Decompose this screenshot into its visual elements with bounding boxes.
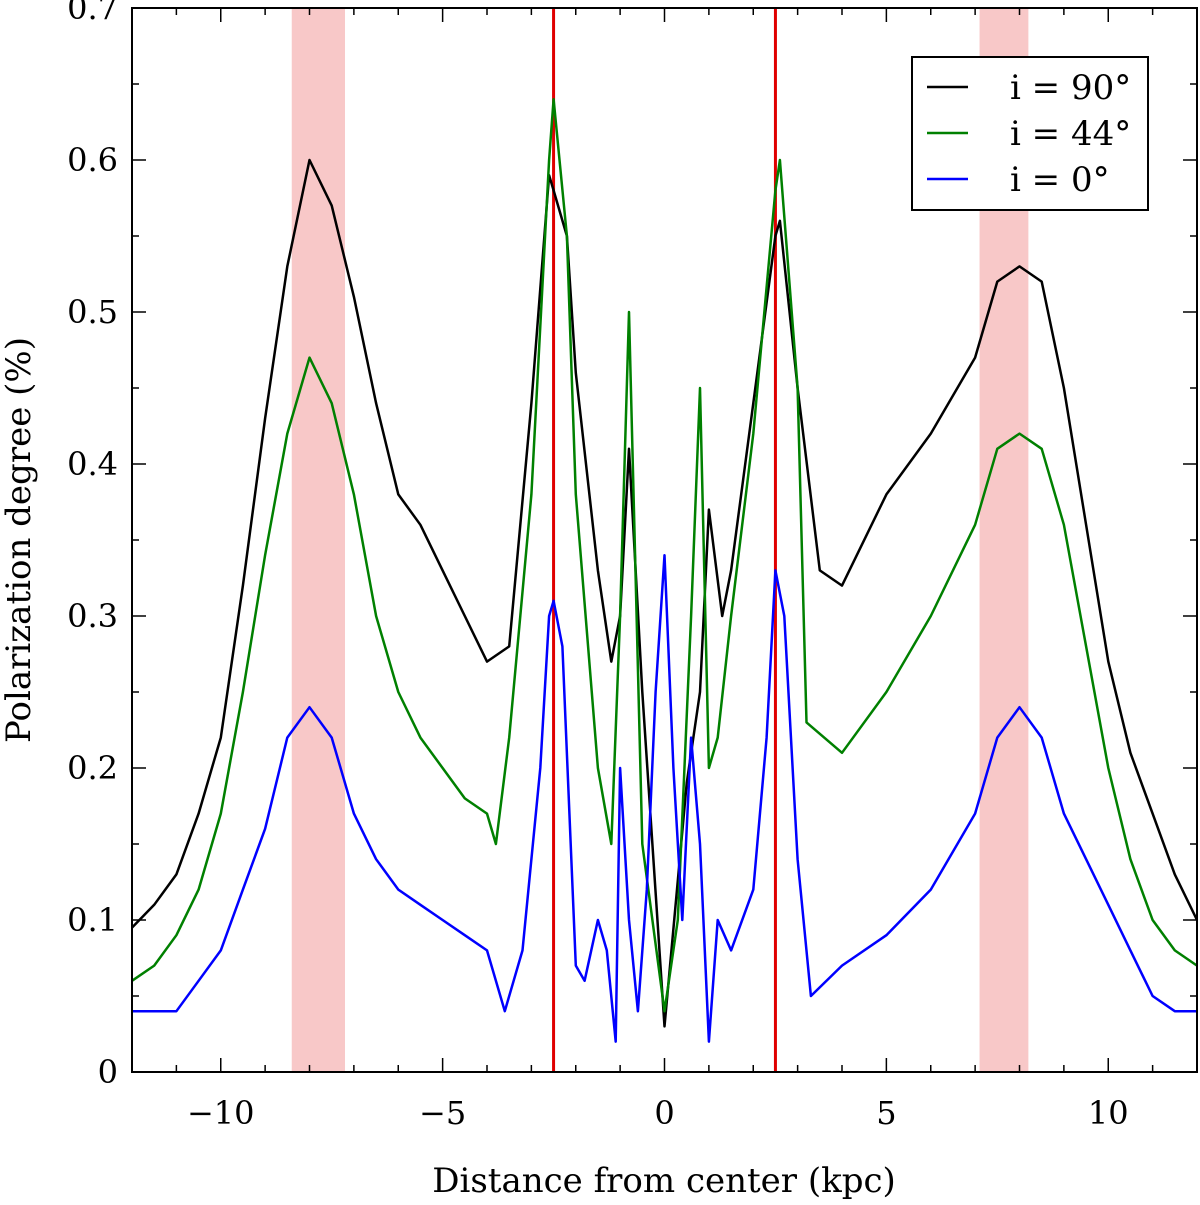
y-tick-label: 0: [98, 1053, 118, 1091]
y-tick-label: 0.2: [67, 749, 118, 787]
x-tick-label: −10: [187, 1094, 255, 1132]
legend: i = 90° i = 44° i = 0°: [911, 56, 1149, 211]
x-tick-label: 10: [1088, 1094, 1129, 1132]
legend-label-0: i = 90°: [1010, 68, 1131, 108]
vertical-markers: [552, 8, 777, 1072]
x-tick-label: 5: [876, 1094, 896, 1132]
y-tick-label: 0.6: [67, 141, 118, 179]
shaded-band-0: [291, 8, 345, 1072]
y-tick-label: 0.1: [67, 901, 118, 939]
legend-label-1: i = 44°: [1010, 114, 1131, 154]
x-axis: −10 −5 0 5 10: [131, 8, 1198, 1132]
series-line-0: [131, 158, 1199, 1028]
y-tick-label: 0.4: [67, 445, 118, 483]
y-tick-label: 0.7: [67, 0, 118, 27]
legend-label-2: i = 0°: [1010, 160, 1110, 200]
y-axis-label: Polarization degree (%): [0, 337, 39, 743]
y-axis: 0 0.1 0.2 0.3 0.4 0.5 0.6 0.7: [67, 0, 1197, 1091]
x-tick-label: 0: [654, 1094, 674, 1132]
series-lines: [131, 97, 1199, 1043]
series-line-1: [131, 97, 1198, 1013]
y-tick-label: 0.3: [67, 597, 118, 635]
x-tick-label: −5: [419, 1094, 466, 1132]
y-tick-label: 0.5: [67, 293, 118, 331]
x-axis-label: Distance from center (kpc): [432, 1161, 896, 1201]
series-line-2: [132, 553, 1197, 1043]
